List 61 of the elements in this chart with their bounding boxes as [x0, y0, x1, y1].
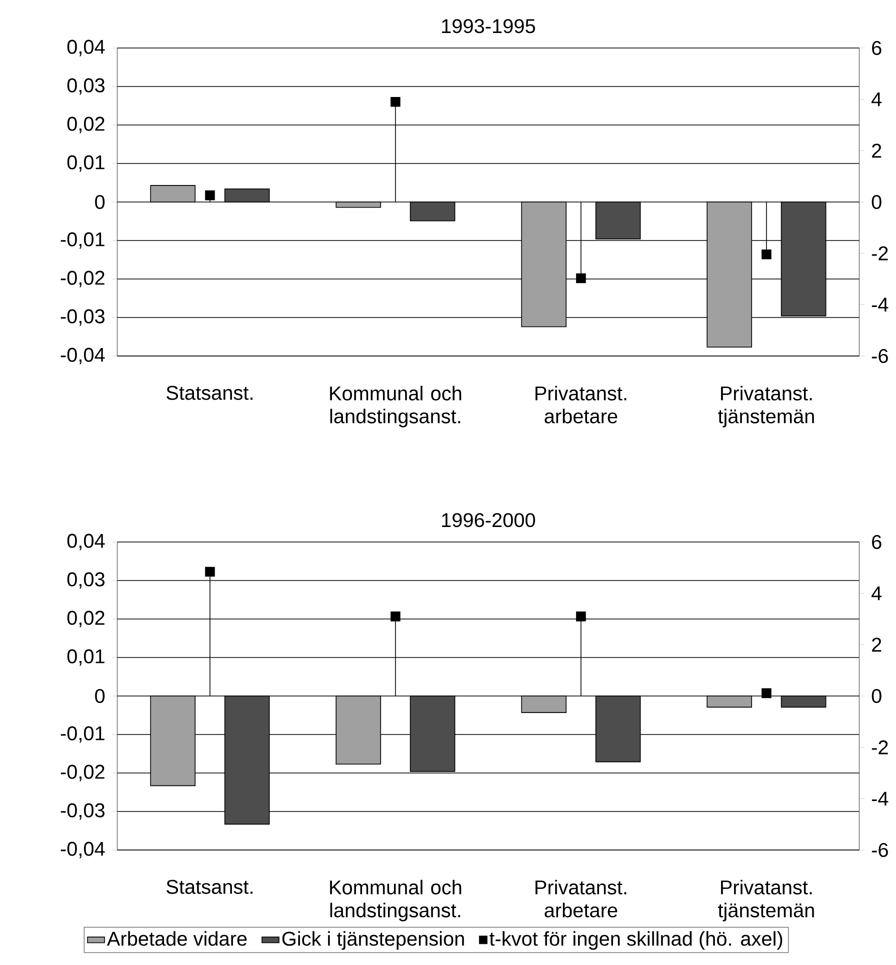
point — [204, 190, 215, 200]
y2-tick-label: -4 — [872, 298, 888, 312]
bar — [706, 202, 752, 348]
y-tick-label: 0,04 — [67, 534, 105, 550]
y-tick-label: 0 — [94, 688, 104, 704]
y-tick-label: -0,02 — [60, 764, 104, 782]
y-tick-label: -0,02 — [60, 270, 104, 288]
y2-tick-label: 6 — [872, 40, 882, 56]
y-tick-label: 0,01 — [67, 649, 104, 666]
y-tick-label: 0,01 — [67, 155, 104, 172]
bar — [410, 202, 456, 222]
x-tick-label: Privatanst. arbetare — [535, 880, 626, 918]
y-tick-label: -0,03 — [60, 803, 104, 820]
y2-tick-label: 0 — [872, 194, 882, 210]
y2-tick-label: 4 — [871, 586, 882, 600]
y2-tick-label: 2 — [872, 638, 882, 652]
point — [204, 566, 215, 577]
legend-label: Arbetade vidare — [106, 931, 247, 946]
y-tick-label: -0,04 — [60, 842, 105, 858]
point — [390, 96, 400, 107]
x-tick-label: Kommunal och landstingsanst. — [330, 880, 462, 922]
point — [761, 688, 772, 698]
bar — [521, 202, 566, 328]
x-tick-label: Privatanst. tjänstemän — [718, 386, 814, 428]
bar — [224, 188, 270, 202]
y-tick-label: 0,03 — [67, 78, 104, 95]
y-tick-label: -0,03 — [60, 309, 104, 326]
x-tick-label: Statsanst. — [166, 880, 252, 894]
x-tick-label: Privatanst. arbetare — [535, 386, 626, 424]
y2-tick-label: 2 — [872, 144, 882, 158]
x-tick-label: Privatanst. tjänstemän — [718, 880, 814, 922]
chart-title: 1993-1995 — [442, 19, 535, 34]
bar — [595, 202, 641, 240]
legend-label: t-kvot för ingen skillnad (hö. axel) — [489, 931, 782, 950]
y-tick-label: 0,02 — [67, 116, 104, 134]
chart-title: 1996-2000 — [442, 513, 535, 528]
point — [390, 612, 400, 622]
bar — [150, 185, 196, 202]
y-tick-label: 0 — [94, 194, 104, 210]
bar — [780, 202, 826, 316]
legend-label: Gick i tjänstepension — [282, 931, 464, 950]
y2-tick-label: -4 — [872, 792, 888, 806]
y-tick-label: -0,01 — [60, 726, 104, 743]
point — [576, 612, 586, 622]
point — [761, 249, 772, 260]
y2-tick-label: 0 — [872, 688, 882, 704]
point — [576, 273, 586, 284]
x-tick-label: Statsanst. — [166, 386, 252, 400]
y2-tick-label: -6 — [872, 842, 888, 858]
y2-tick-label: -6 — [872, 348, 888, 364]
y-tick-label: 0,02 — [67, 610, 104, 628]
y2-tick-label: 6 — [872, 534, 882, 550]
y2-tick-label: 4 — [871, 92, 882, 106]
y-tick-label: -0,01 — [60, 232, 104, 249]
bar — [336, 202, 381, 208]
y-tick-label: 0,03 — [67, 572, 104, 589]
x-tick-label: Kommunal och landstingsanst. — [330, 386, 462, 428]
y2-tick-label: -2 — [872, 246, 888, 260]
y2-tick-label: -2 — [872, 740, 888, 754]
y-tick-label: 0,04 — [67, 40, 105, 56]
y-tick-label: -0,04 — [60, 348, 105, 364]
